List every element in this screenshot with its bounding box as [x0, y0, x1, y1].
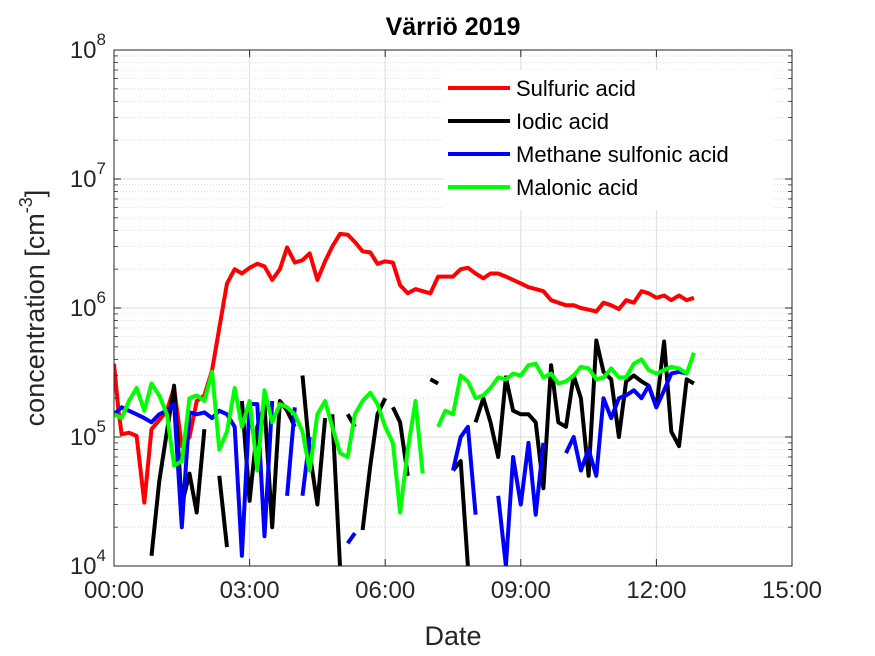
x-tick-label: 15:00 [762, 577, 822, 604]
y-tick-exponent: 7 [97, 159, 106, 178]
y-tick-base: 10 [70, 553, 97, 580]
series-line-methane-sulfonic-acid [300, 436, 312, 497]
y-tick-exponent: 5 [97, 417, 106, 436]
series-line-methane-sulfonic-acid [451, 424, 478, 515]
y-tick-base: 10 [70, 37, 97, 64]
series-line-methane-sulfonic-acid [285, 407, 297, 496]
x-tick-label: 03:00 [220, 577, 280, 604]
x-tick-label: 06:00 [355, 577, 415, 604]
y-tick-label: 106 [70, 288, 106, 322]
x-axis-title: Date [424, 621, 481, 651]
series-line-methane-sulfonic-acid [564, 369, 688, 478]
series-group [114, 231, 696, 566]
y-tick-exponent: 4 [97, 546, 106, 565]
y-axis-title-main: concentration [cm [20, 213, 50, 426]
series-line-iodic-acid [217, 475, 229, 548]
x-tick-labels: 00:00 03:00 06:00 09:00 12:00 15:00 [84, 577, 822, 604]
y-tick-label: 107 [70, 159, 106, 193]
y-tick-label: 104 [70, 546, 106, 580]
chart-title: Värriö 2019 [386, 13, 521, 41]
legend: Sulfuric acid Iodic acid Methane sulfonic … [444, 70, 774, 210]
y-tick-label: 108 [70, 30, 106, 64]
legend-label-iodic-acid: Iodic acid [516, 109, 609, 134]
y-tick-base: 10 [70, 424, 97, 451]
x-tick-label: 12:00 [626, 577, 686, 604]
x-tick-label: 00:00 [84, 577, 144, 604]
x-tick-label: 09:00 [491, 577, 551, 604]
y-tick-base: 10 [70, 166, 97, 193]
series-line-iodic-acid [300, 375, 328, 507]
series-line-iodic-acid [429, 377, 440, 386]
legend-label-sulfuric-acid: Sulfuric acid [516, 76, 636, 101]
legend-label-malonic-acid: Malonic acid [516, 175, 638, 200]
series-line-iodic-acid [360, 397, 388, 531]
y-tick-base: 10 [70, 295, 97, 322]
series-line-methane-sulfonic-acid [114, 400, 275, 558]
series-line-iodic-acid [473, 338, 695, 491]
y-axis-title: concentration [cm-3] [16, 190, 50, 427]
series-line-methane-sulfonic-acid [496, 440, 546, 566]
y-axis-title-bracket: ] [20, 190, 50, 198]
y-tick-exponent: 6 [97, 288, 106, 307]
series-line-malonic-acid [114, 369, 425, 515]
series-line-methane-sulfonic-acid [346, 531, 357, 545]
series-line-malonic-acid [436, 352, 696, 428]
legend-label-methane-sulfonic-acid: Methane sulfonic acid [516, 142, 729, 167]
ticks [113, 49, 793, 567]
series-line-iodic-acid [330, 414, 342, 566]
y-axis-title-superscript: -3 [16, 197, 36, 213]
y-tick-label: 105 [70, 417, 106, 451]
y-tick-exponent: 8 [97, 30, 106, 49]
